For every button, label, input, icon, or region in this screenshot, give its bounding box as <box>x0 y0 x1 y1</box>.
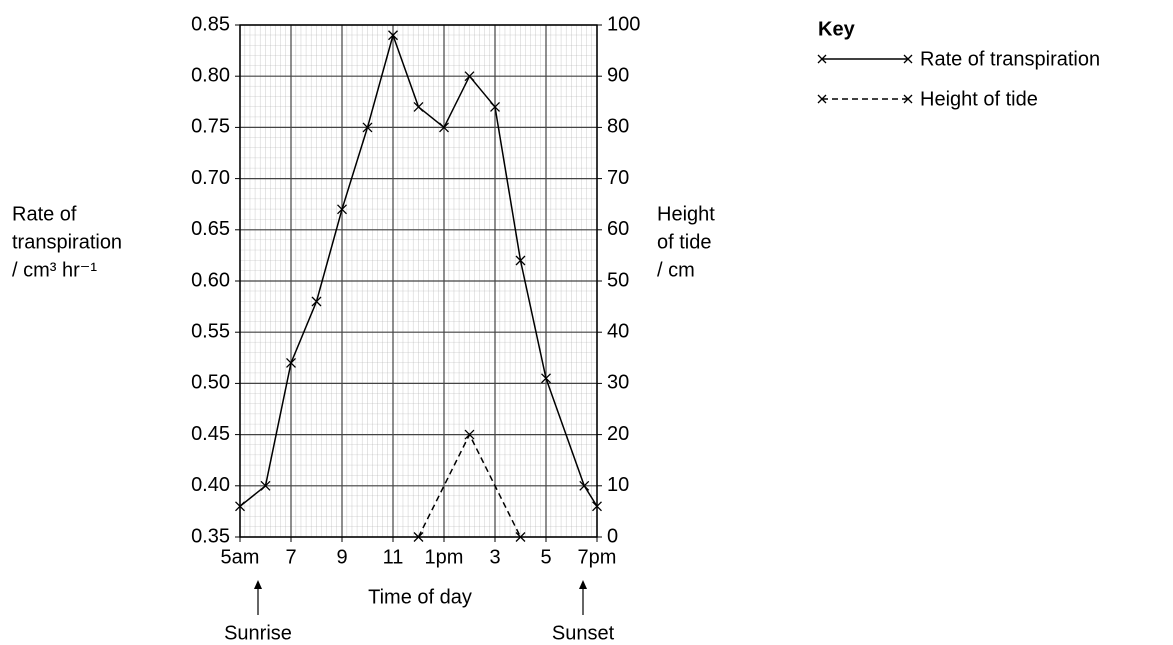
point-marker <box>286 357 296 368</box>
y2-tick-label: 90 <box>607 64 629 86</box>
legend-marker <box>817 54 827 64</box>
y2-tick-label: 40 <box>607 320 629 342</box>
y-tick-label: 0.65 <box>191 218 230 240</box>
x-axis-label: Time of day <box>368 586 472 608</box>
y2-axis-label: / cm <box>657 259 695 281</box>
y-tick-label: 0.40 <box>191 474 230 496</box>
point-marker <box>541 373 551 384</box>
y-axis-label: Rate of <box>12 203 77 225</box>
x-tick-label: 1pm <box>425 546 464 568</box>
annotation: Sunset <box>552 622 615 644</box>
y-axis-label: / cm³ hr⁻¹ <box>12 259 97 281</box>
x-tick-label: 7 <box>285 546 296 568</box>
y2-tick-label: 70 <box>607 167 629 189</box>
x-tick-label: 5am <box>221 546 260 568</box>
annotation-arrowhead <box>579 580 587 589</box>
y2-axis-label: of tide <box>657 231 711 253</box>
legend-title: Key <box>818 18 856 40</box>
y-tick-label: 0.35 <box>191 525 230 547</box>
legend-marker <box>903 54 913 64</box>
x-tick-label: 7pm <box>578 546 617 568</box>
y2-tick-label: 0 <box>607 525 618 547</box>
y-tick-label: 0.75 <box>191 116 230 138</box>
point-marker <box>490 101 500 112</box>
x-tick-label: 3 <box>489 546 500 568</box>
y-tick-label: 0.85 <box>191 13 230 35</box>
point-marker <box>413 532 424 542</box>
annotation: Sunrise <box>224 622 292 644</box>
y-tick-label: 0.80 <box>191 64 230 86</box>
point-marker <box>515 532 526 542</box>
y-tick-label: 0.60 <box>191 269 230 291</box>
y2-axis-label: Height <box>657 203 715 225</box>
y2-tick-label: 20 <box>607 423 629 445</box>
y-axis-label: transpiration <box>12 231 122 253</box>
point-marker <box>235 501 245 512</box>
y-tick-label: 0.70 <box>191 167 230 189</box>
x-tick-label: 9 <box>336 546 347 568</box>
y2-tick-label: 80 <box>607 116 629 138</box>
x-tick-label: 5 <box>540 546 551 568</box>
annotation-arrowhead <box>254 580 262 589</box>
point-marker <box>579 480 590 491</box>
y2-tick-label: 60 <box>607 218 629 240</box>
y2-tick-label: 30 <box>607 372 629 394</box>
point-marker <box>337 204 347 215</box>
y2-tick-label: 100 <box>607 13 640 35</box>
point-marker <box>311 296 322 307</box>
y-tick-label: 0.45 <box>191 423 230 445</box>
y2-tick-label: 10 <box>607 474 629 496</box>
legend-marker <box>903 94 913 104</box>
point-marker <box>388 30 398 41</box>
point-marker <box>439 122 449 133</box>
point-marker <box>464 71 475 82</box>
point-marker <box>413 101 424 112</box>
y2-tick-label: 50 <box>607 269 629 291</box>
legend-label: Height of tide <box>920 88 1038 110</box>
point-marker <box>515 255 526 266</box>
y-tick-label: 0.55 <box>191 320 230 342</box>
x-tick-label: 11 <box>383 546 404 568</box>
point-marker <box>260 480 271 491</box>
legend-label: Rate of transpiration <box>920 48 1100 70</box>
legend-marker <box>817 94 827 104</box>
point-marker <box>592 501 602 512</box>
point-marker <box>464 429 475 440</box>
y-tick-label: 0.50 <box>191 372 230 394</box>
point-marker <box>362 122 373 133</box>
